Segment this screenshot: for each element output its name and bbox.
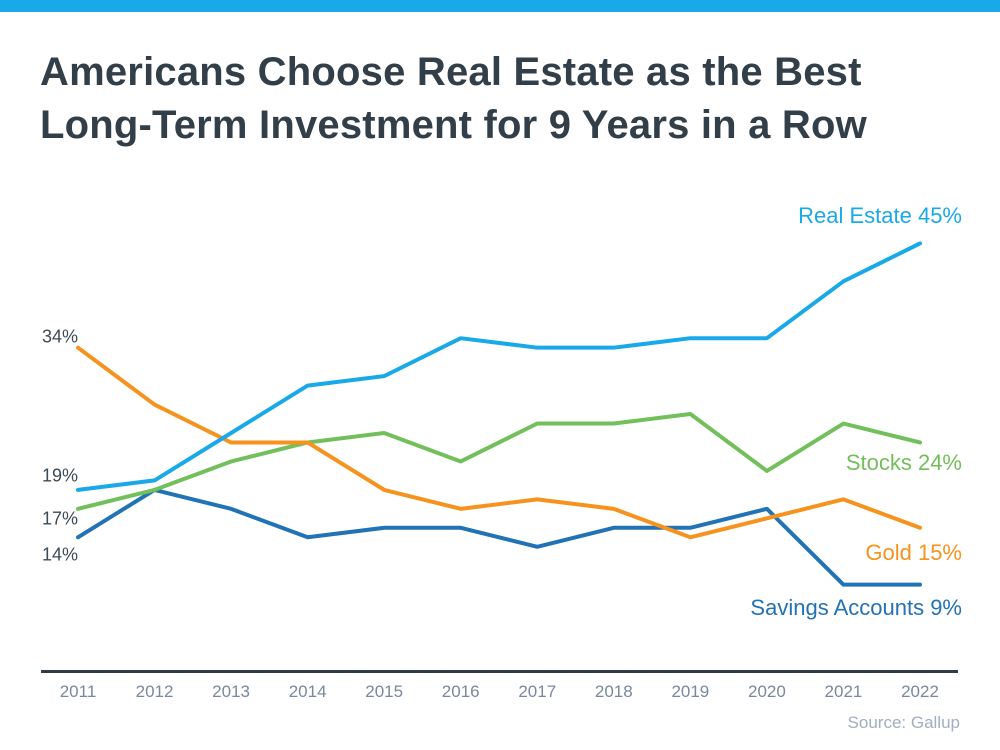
start-value-label-real-estate: 19% [42, 465, 79, 486]
chart-title: Americans Choose Real Estate as the Best… [40, 46, 867, 152]
series-line-stocks [76, 412, 922, 511]
x-tick-label-2013: 2013 [212, 682, 250, 701]
x-tick-label-2017: 2017 [518, 682, 557, 701]
series-end-label-savings-accounts: Savings Accounts 9% [750, 594, 962, 620]
chart-title-line1: Americans Choose Real Estate as the Best [40, 50, 862, 94]
series-line-savings-accounts [76, 487, 922, 587]
x-tick-label-2021: 2021 [824, 682, 863, 701]
series-end-label-gold: Gold 15% [865, 539, 962, 565]
top-accent-bar [0, 0, 1000, 12]
x-tick-label-2022: 2022 [901, 682, 939, 701]
x-tick-label-2018: 2018 [594, 682, 633, 701]
series-line-gold [76, 345, 922, 540]
series-end-label-stocks: Stocks 24% [845, 450, 962, 476]
x-tick-label-2015: 2015 [365, 682, 404, 701]
x-tick-label-2011: 2011 [59, 682, 97, 701]
x-tick-label-2012: 2012 [135, 682, 174, 701]
x-tick-label-2019: 2019 [671, 682, 710, 701]
start-value-label-gold: 34% [42, 326, 79, 347]
source-credit: Source: Gallup [847, 713, 960, 732]
start-value-label-savings-accounts: 14% [42, 544, 79, 565]
start-value-label-stocks: 17% [42, 508, 79, 529]
x-tick-label-2014: 2014 [288, 682, 327, 701]
series-end-label-real-estate: Real Estate 45% [798, 203, 962, 229]
series-line-real-estate [76, 241, 922, 492]
chart-title-line2: Long-Term Investment for 9 Years in a Ro… [40, 103, 867, 147]
x-tick-label-2016: 2016 [441, 682, 480, 701]
x-tick-label-2020: 2020 [747, 682, 786, 701]
